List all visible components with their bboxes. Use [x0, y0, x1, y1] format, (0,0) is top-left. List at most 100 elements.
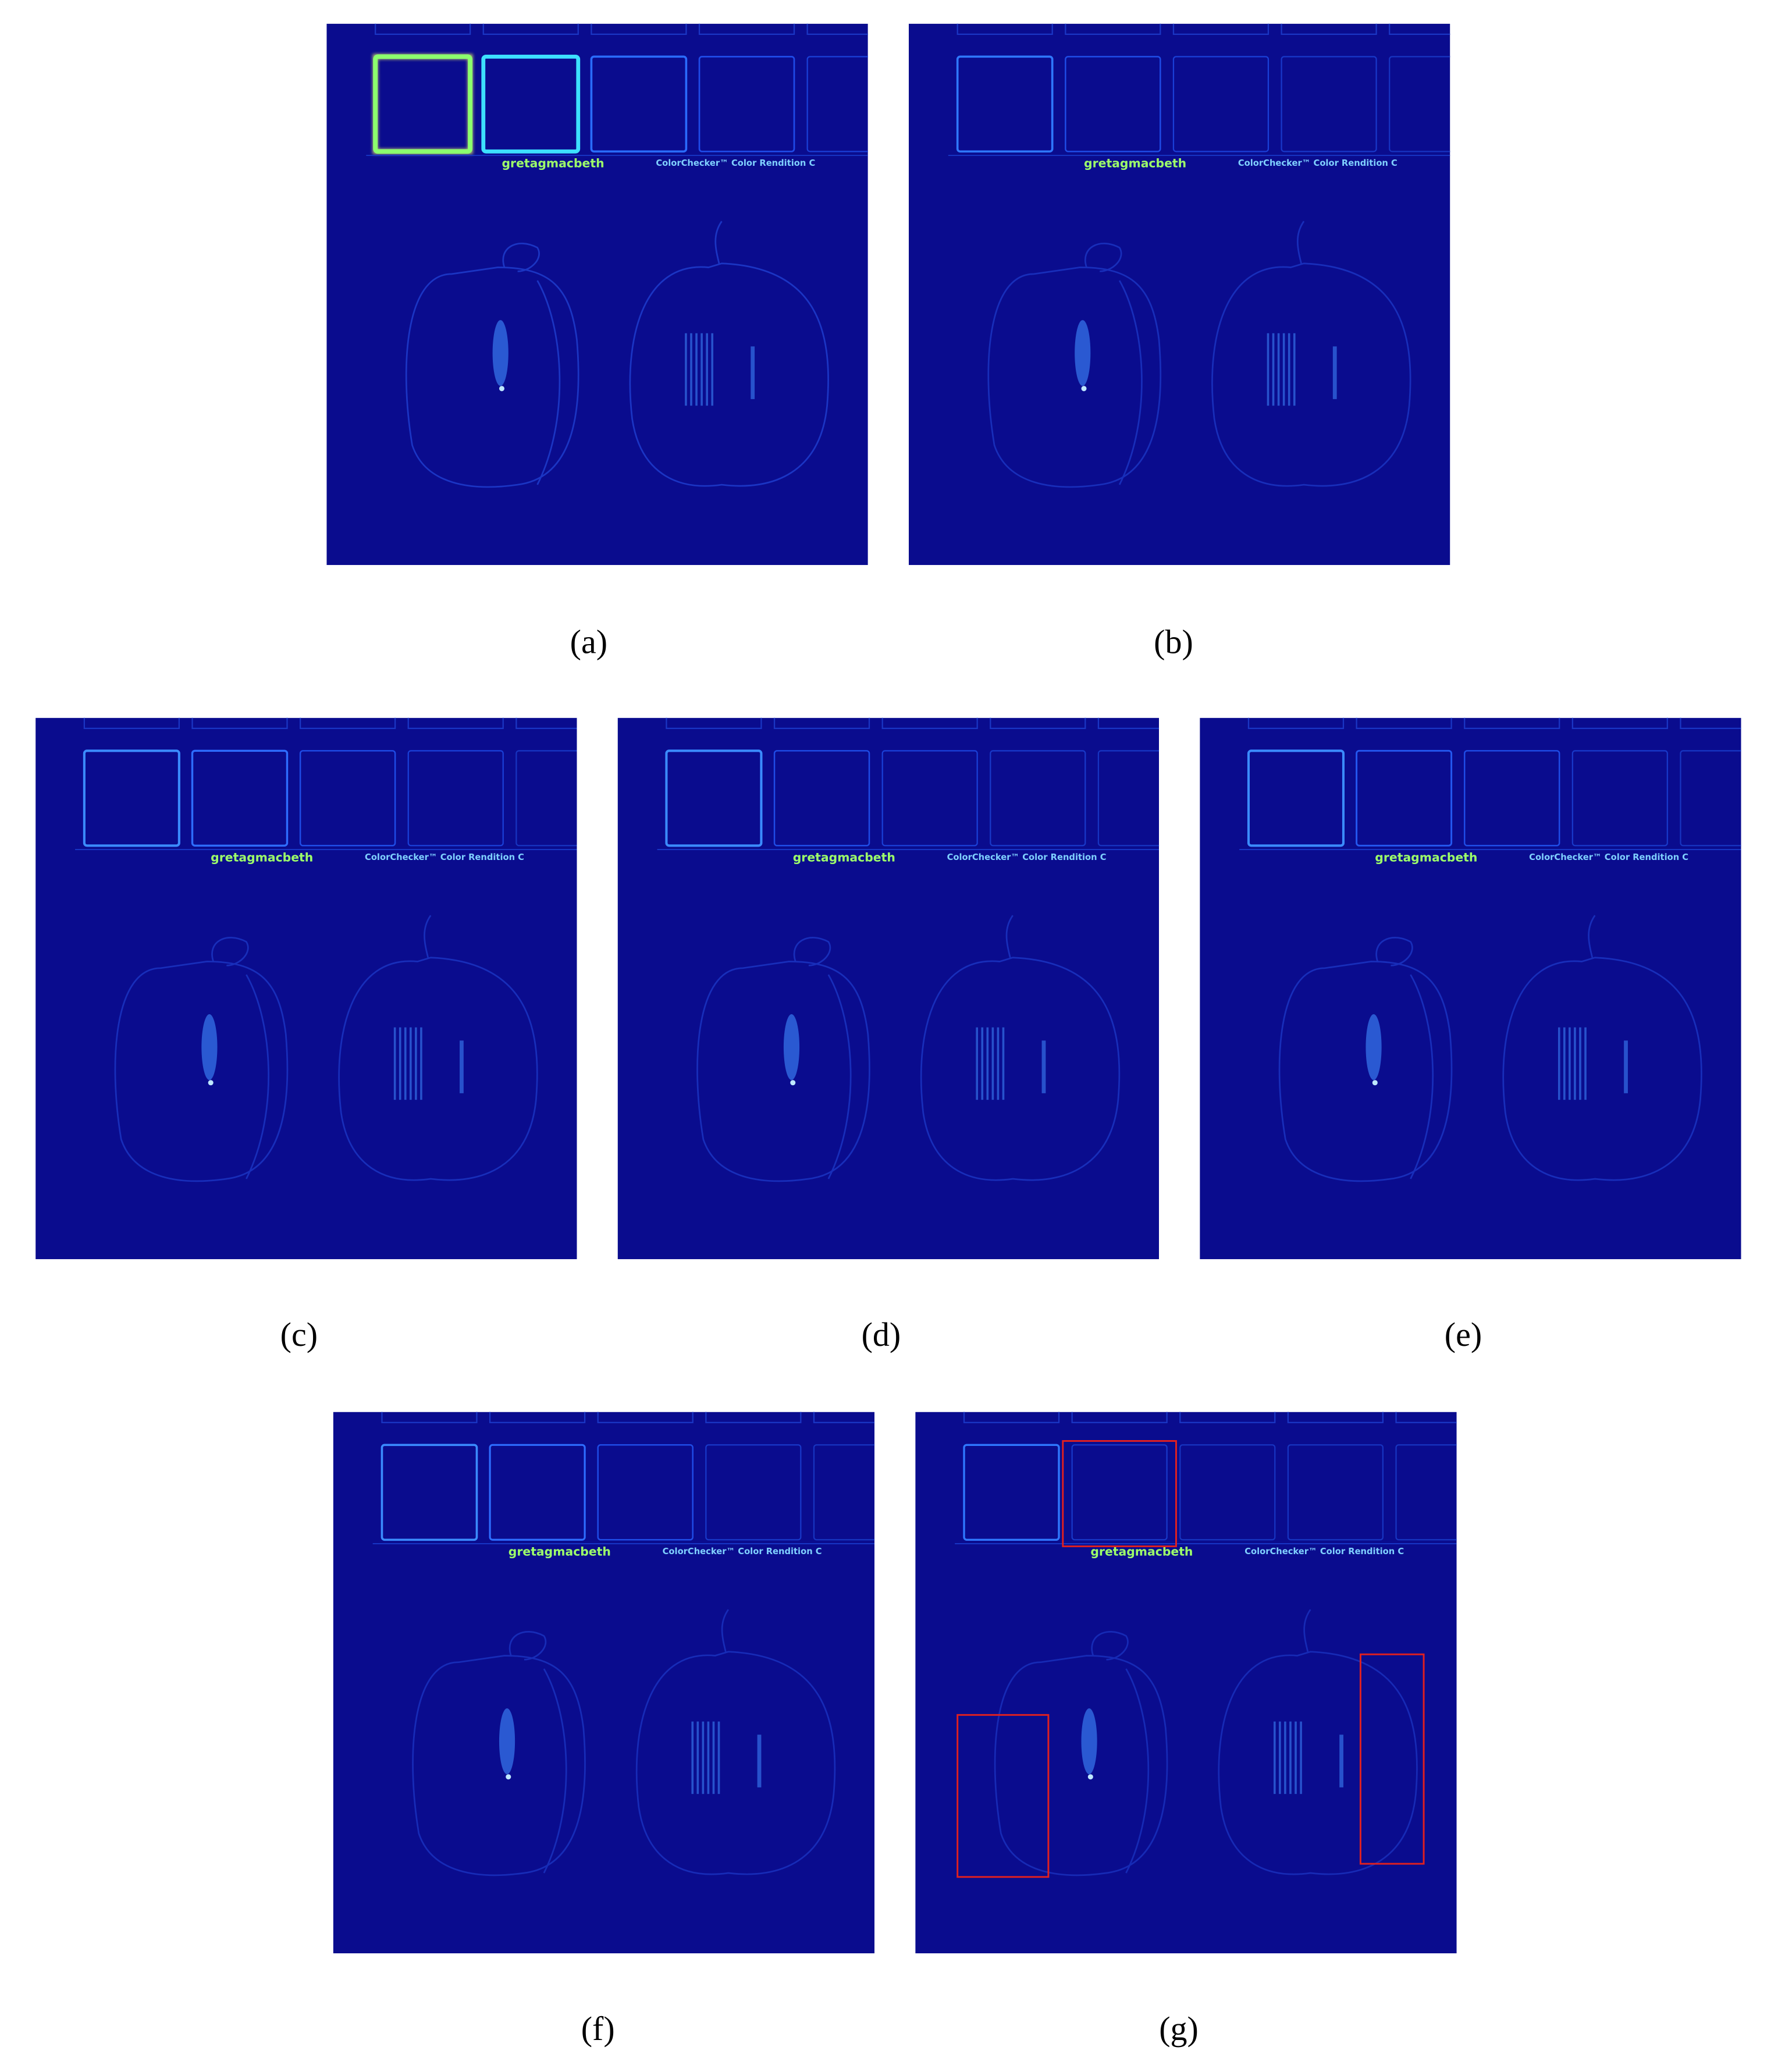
chart-square — [482, 23, 579, 35]
stripe-highlight — [696, 1721, 699, 1794]
stripe-highlight — [1284, 1721, 1286, 1794]
pepper-outline — [405, 266, 579, 488]
panel-clip: gretagmacbeth ColorChecker™ Color Renditi… — [35, 717, 577, 1260]
chart-square — [963, 1444, 1060, 1541]
chart-square — [481, 54, 581, 154]
chart-square — [1071, 1444, 1168, 1541]
pepper-highlights — [783, 1014, 1046, 1100]
chart-square — [1281, 56, 1377, 152]
chart-square — [1389, 56, 1450, 152]
panel-clip: gretagmacbeth ColorChecker™ Color Renditi… — [1200, 717, 1741, 1260]
stripe-highlight — [1288, 333, 1290, 406]
seed-highlight — [1081, 386, 1087, 392]
image-text: ColorChecker™ Color Rendition C — [947, 852, 1107, 862]
pepper-stem — [793, 937, 831, 966]
pepper-stem — [211, 937, 249, 966]
pepper-highlights — [1365, 1014, 1628, 1100]
chart-square — [773, 750, 870, 847]
pepper-outline — [1410, 974, 1434, 1179]
chart-square — [515, 717, 577, 729]
chart-square — [381, 1412, 478, 1423]
stripe-highlight — [393, 1027, 396, 1100]
image-text: gretagmacbeth — [508, 1544, 611, 1558]
image-text: gretagmacbeth — [502, 156, 604, 170]
chart-square — [1395, 1444, 1457, 1541]
chart-square — [1389, 23, 1450, 35]
pepper-outline — [412, 1655, 586, 1876]
stripe-highlight — [415, 1027, 417, 1100]
chart-square — [1065, 56, 1161, 152]
chart-square — [1247, 749, 1345, 847]
seed-highlight — [499, 386, 504, 392]
panel-background — [326, 23, 868, 566]
pepper-outline — [827, 974, 852, 1179]
stripe-highlight — [410, 1027, 412, 1100]
panel-clip: gretagmacbeth ColorChecker™ Color Renditi… — [333, 1412, 875, 1954]
chart-square — [698, 23, 795, 35]
chart-square — [489, 1412, 586, 1423]
region-box — [956, 1714, 1050, 1878]
chart-square — [373, 54, 473, 154]
image-text: ColorChecker™ Color Rendition C — [1529, 852, 1688, 862]
chart-square — [1571, 750, 1668, 847]
seed-highlight — [492, 320, 508, 386]
stripe-highlight — [1272, 333, 1275, 406]
stripe-highlight — [695, 333, 698, 406]
pepper-highlights — [1075, 320, 1337, 406]
chart-square — [1179, 1412, 1276, 1423]
stripe-highlight — [751, 346, 755, 399]
seed-highlight — [1365, 1014, 1382, 1081]
chart-square — [83, 717, 180, 729]
panel-background — [617, 717, 1160, 1260]
seed-highlight — [1087, 1774, 1093, 1780]
chart-square — [813, 1412, 875, 1423]
pepper-outline — [114, 961, 289, 1182]
region-boxes — [956, 1440, 1425, 1878]
chart-square — [705, 1444, 802, 1541]
stripe-highlight — [1002, 1027, 1005, 1100]
image-text: gretagmacbeth — [1375, 850, 1477, 864]
chart-square — [1071, 1412, 1168, 1423]
chart-square — [1395, 1412, 1457, 1423]
pepper-outline — [1211, 262, 1411, 487]
peppers — [987, 221, 1411, 488]
panel-caption: (g) — [1159, 2010, 1199, 2048]
seed-highlight — [1081, 1708, 1097, 1775]
stripe-highlight — [399, 1027, 401, 1100]
stripe-highlight — [420, 1027, 422, 1100]
pepper-outline — [1218, 1651, 1418, 1875]
panel-caption: (f) — [581, 2010, 615, 2048]
panel-background — [908, 23, 1450, 566]
panel-background — [333, 1412, 875, 1954]
stripe-highlight — [1569, 1027, 1571, 1100]
stripe-highlight — [1289, 1721, 1292, 1794]
panel-caption: (b) — [1154, 623, 1193, 660]
peppers — [114, 915, 538, 1182]
chart-square — [299, 750, 396, 847]
pepper-stem — [1297, 221, 1305, 264]
pepper-stem — [424, 915, 432, 958]
panel-background — [915, 1412, 1457, 1954]
chart-square — [806, 56, 868, 152]
chart-square — [1247, 717, 1345, 729]
panel-caption: (d) — [862, 1316, 901, 1353]
chart-square — [698, 55, 795, 152]
stripe-highlight — [1574, 1027, 1576, 1100]
stripe-highlight — [717, 1721, 720, 1794]
stripe-highlight — [1300, 1721, 1302, 1794]
chart-square — [1680, 750, 1741, 847]
stripe-highlight — [1295, 1721, 1297, 1794]
panel-background — [1200, 717, 1741, 1260]
pepper-stem — [1375, 937, 1413, 966]
chart-square — [381, 1444, 478, 1541]
peppers — [1278, 915, 1702, 1182]
error-map-panel: gretagmacbeth ColorChecker™ Color Renditi… — [908, 23, 1450, 566]
pepper-outline — [1125, 1668, 1150, 1874]
chart-square — [375, 23, 471, 35]
pepper-stem — [508, 1631, 547, 1661]
stripe-highlight — [712, 1721, 715, 1794]
chart-square — [1356, 749, 1453, 847]
stripe-highlight — [1579, 1027, 1581, 1100]
image-text: gretagmacbeth — [211, 850, 313, 864]
chart-square — [773, 717, 870, 729]
